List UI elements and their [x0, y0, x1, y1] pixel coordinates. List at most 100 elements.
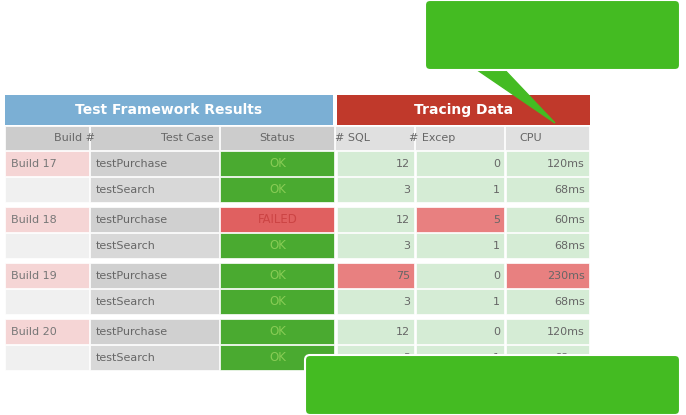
Text: Tracing Data: Tracing Data: [414, 103, 513, 117]
Text: testSearch: testSearch: [96, 241, 156, 251]
Text: Build 19: Build 19: [11, 271, 57, 281]
Text: 68ms: 68ms: [554, 185, 585, 195]
Text: 5: 5: [493, 215, 500, 225]
Bar: [506, 289, 589, 314]
Text: 120ms: 120ms: [547, 159, 585, 168]
Bar: [90, 177, 219, 202]
Bar: [337, 263, 414, 288]
Bar: [90, 151, 219, 176]
Text: 3: 3: [403, 296, 410, 307]
Bar: [220, 126, 334, 150]
Text: Test Framework Results: Test Framework Results: [75, 103, 263, 117]
Text: Build #: Build #: [54, 133, 95, 143]
Bar: [90, 207, 219, 232]
Text: 1: 1: [493, 241, 500, 251]
Text: 120ms: 120ms: [547, 327, 585, 337]
Bar: [220, 207, 334, 232]
Text: Build 18: Build 18: [11, 215, 57, 225]
Text: testPurchase: testPurchase: [96, 271, 168, 281]
Bar: [506, 207, 589, 232]
Text: Build 20: Build 20: [11, 327, 57, 337]
Bar: [416, 345, 504, 370]
Bar: [90, 233, 219, 258]
Bar: [220, 319, 334, 344]
Bar: [90, 319, 219, 344]
Text: OK: OK: [269, 269, 286, 282]
Text: testSearch: testSearch: [96, 352, 156, 362]
Bar: [5, 95, 333, 125]
Bar: [90, 345, 219, 370]
Bar: [5, 233, 89, 258]
Bar: [506, 151, 589, 176]
Bar: [220, 289, 334, 314]
Text: "Hidden" Problems can be fixed right
away to ensure "architectural correctness": "Hidden" Problems can be fixed right awa…: [366, 371, 619, 399]
Bar: [220, 177, 334, 202]
Text: 12: 12: [396, 327, 410, 337]
Text: Use Data to validate
Architectural Rules: Use Data to validate Architectural Rules: [492, 21, 613, 49]
Text: OK: OK: [269, 157, 286, 170]
Text: OK: OK: [269, 295, 286, 308]
Bar: [416, 319, 504, 344]
Bar: [506, 177, 589, 202]
Bar: [5, 177, 89, 202]
Bar: [337, 319, 414, 344]
Bar: [416, 207, 504, 232]
Text: testPurchase: testPurchase: [96, 159, 168, 168]
Text: 12: 12: [396, 159, 410, 168]
Bar: [337, 233, 414, 258]
Bar: [337, 289, 414, 314]
Text: testSearch: testSearch: [96, 185, 156, 195]
Text: testSearch: testSearch: [96, 296, 156, 307]
Text: Build 17: Build 17: [11, 159, 57, 168]
Text: 68ms: 68ms: [554, 296, 585, 307]
Text: OK: OK: [269, 325, 286, 338]
Bar: [506, 345, 589, 370]
Text: testPurchase: testPurchase: [96, 215, 168, 225]
FancyBboxPatch shape: [425, 0, 680, 70]
Bar: [506, 233, 589, 258]
Bar: [416, 263, 504, 288]
Bar: [415, 126, 504, 150]
Text: 0: 0: [493, 271, 500, 281]
Text: testPurchase: testPurchase: [96, 327, 168, 337]
Text: 3: 3: [403, 185, 410, 195]
Bar: [5, 207, 89, 232]
Text: 12: 12: [396, 215, 410, 225]
Polygon shape: [450, 360, 490, 370]
Text: OK: OK: [269, 351, 286, 364]
Bar: [90, 126, 219, 150]
Bar: [90, 263, 219, 288]
Text: OK: OK: [269, 239, 286, 252]
Text: 0: 0: [493, 159, 500, 168]
Bar: [337, 151, 414, 176]
Text: 3: 3: [403, 241, 410, 251]
Bar: [337, 207, 414, 232]
Bar: [505, 126, 589, 150]
Bar: [5, 263, 89, 288]
Bar: [5, 289, 89, 314]
Bar: [416, 177, 504, 202]
Text: OK: OK: [269, 183, 286, 196]
Text: 1: 1: [493, 296, 500, 307]
Text: 60ms: 60ms: [554, 215, 585, 225]
Text: 0: 0: [493, 327, 500, 337]
Bar: [416, 151, 504, 176]
Text: 1: 1: [493, 185, 500, 195]
Bar: [335, 126, 414, 150]
Bar: [337, 345, 414, 370]
Bar: [220, 151, 334, 176]
Text: Status: Status: [260, 133, 295, 143]
Bar: [5, 319, 89, 344]
Bar: [220, 263, 334, 288]
Text: # Excep: # Excep: [409, 133, 455, 143]
Text: 3: 3: [403, 352, 410, 362]
Bar: [90, 289, 219, 314]
Bar: [506, 263, 589, 288]
Bar: [5, 151, 89, 176]
Polygon shape: [470, 65, 555, 123]
Text: Test Case: Test Case: [161, 133, 213, 143]
Bar: [220, 233, 334, 258]
Bar: [416, 289, 504, 314]
Bar: [5, 345, 89, 370]
Text: 68ms: 68ms: [554, 241, 585, 251]
